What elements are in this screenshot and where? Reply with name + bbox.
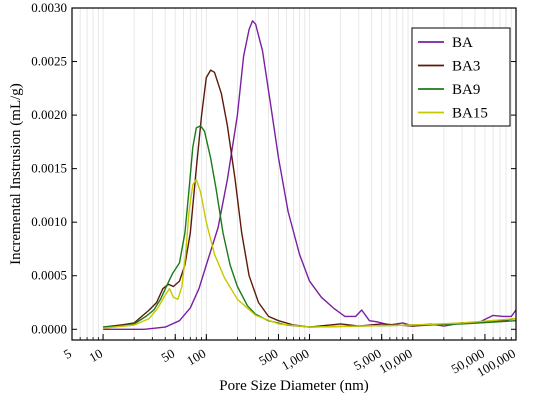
x-tick-label: 500 — [256, 346, 280, 369]
y-tick-label: 0.0000 — [31, 321, 67, 336]
y-tick-label: 0.0020 — [31, 107, 67, 122]
series-line-ba3 — [103, 69, 517, 328]
y-tick-label: 0.0030 — [31, 0, 67, 15]
series-line-ba — [103, 20, 517, 330]
x-tick-label: 50 — [159, 346, 178, 365]
y-tick-label: 0.0005 — [31, 268, 67, 283]
y-tick-label: 0.0015 — [31, 161, 67, 176]
y-axis-title: Incremental Instrusion (mL/g) — [8, 83, 24, 265]
plot-frame — [71, 7, 517, 341]
series-group — [103, 20, 517, 330]
x-tick-label: 10,000 — [376, 346, 414, 377]
y-tick-label: 0.0025 — [31, 54, 67, 69]
legend: BA BA3 BA9 BA15 — [411, 27, 511, 127]
x-tick-label: 10 — [86, 346, 105, 365]
legend-label-ba9: BA9 — [452, 82, 480, 98]
legend-label-ba3: BA3 — [452, 59, 480, 75]
x-axis-title: Pore Size Diameter (nm) — [219, 378, 369, 394]
legend-box — [411, 27, 511, 127]
legend-label-ba: BA — [452, 35, 473, 51]
x-tick-label: 1,000 — [279, 346, 312, 374]
y-tick-label: 0.0010 — [31, 214, 67, 229]
x-tick-label: 100 — [184, 346, 208, 369]
legend-label-ba15: BA15 — [452, 106, 488, 122]
series-line-ba15 — [103, 178, 517, 329]
x-tick-label: 5 — [61, 346, 74, 362]
